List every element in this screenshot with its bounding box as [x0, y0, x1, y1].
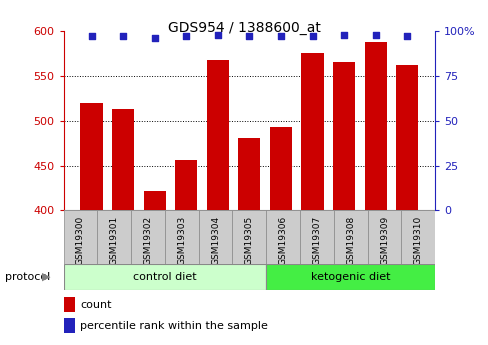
Bar [269, 127, 291, 210]
Text: GSM19304: GSM19304 [211, 216, 220, 265]
Text: protocol: protocol [5, 272, 50, 282]
Bar [395, 65, 417, 210]
Bar [232, 210, 266, 264]
Bar [131, 210, 164, 264]
Bar [97, 210, 131, 264]
Bar [300, 210, 333, 264]
Bar [266, 210, 300, 264]
Bar [367, 210, 401, 264]
Point [245, 34, 253, 39]
Bar [63, 297, 75, 312]
Bar [63, 210, 97, 264]
Text: GSM19305: GSM19305 [244, 216, 253, 265]
Point [403, 34, 410, 39]
Text: ketogenic diet: ketogenic diet [310, 272, 390, 282]
Text: GSM19309: GSM19309 [379, 216, 388, 265]
Bar [266, 264, 434, 290]
Point [308, 34, 316, 39]
Text: GDS954 / 1388600_at: GDS954 / 1388600_at [168, 21, 320, 35]
Bar [401, 210, 434, 264]
Bar [301, 53, 323, 210]
Point [119, 34, 127, 39]
Bar [206, 60, 228, 210]
Bar [81, 103, 102, 210]
Point [340, 32, 347, 37]
Text: GSM19303: GSM19303 [177, 216, 186, 265]
Bar [198, 210, 232, 264]
Text: GSM19302: GSM19302 [143, 216, 152, 265]
Bar [63, 264, 266, 290]
Point [371, 32, 379, 37]
Text: GSM19306: GSM19306 [278, 216, 287, 265]
Bar [332, 61, 354, 210]
Bar [238, 138, 260, 210]
Text: percentile rank within the sample: percentile rank within the sample [80, 321, 267, 331]
Bar [333, 210, 367, 264]
Point [277, 34, 285, 39]
Text: GSM19310: GSM19310 [413, 216, 422, 265]
Text: count: count [80, 300, 112, 310]
Point [87, 34, 95, 39]
Text: GSM19301: GSM19301 [109, 216, 119, 265]
Point [213, 32, 221, 37]
Point [150, 36, 158, 41]
Text: control diet: control diet [133, 272, 196, 282]
Text: GSM19307: GSM19307 [312, 216, 321, 265]
Bar [143, 191, 165, 210]
Text: GSM19308: GSM19308 [346, 216, 354, 265]
Text: GSM19300: GSM19300 [76, 216, 85, 265]
Bar [112, 109, 134, 210]
Point [182, 34, 190, 39]
Bar [175, 160, 197, 210]
Bar [63, 318, 75, 333]
Text: ▶: ▶ [42, 272, 51, 282]
Bar [364, 42, 386, 210]
Bar [164, 210, 198, 264]
